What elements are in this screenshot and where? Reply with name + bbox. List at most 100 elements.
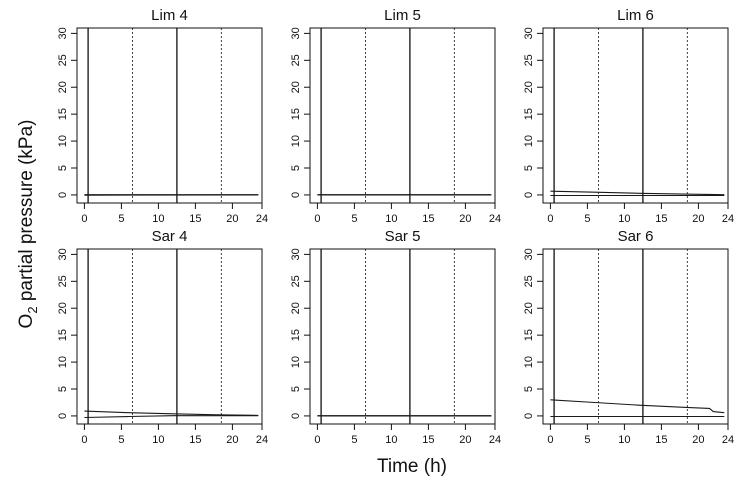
y-tick-label: 10 — [523, 135, 535, 147]
y-tick-label: 15 — [290, 329, 302, 341]
y-tick-label: 0 — [290, 192, 302, 198]
x-tick-label: 0 — [314, 434, 320, 446]
y-tick-label: 15 — [57, 329, 69, 341]
y-tick-label: 25 — [290, 54, 302, 66]
x-tick-label: 0 — [547, 434, 553, 446]
y-tick-label: 30 — [290, 248, 302, 260]
y-tick-label: 25 — [523, 275, 535, 287]
y-axis-title: O2 partial pressure (kPa) — [16, 120, 40, 329]
x-tick-label: 20 — [692, 213, 704, 225]
y-tick-label: 0 — [290, 413, 302, 419]
y-tick-label: 10 — [290, 356, 302, 368]
y-tick-label: 30 — [523, 248, 535, 260]
y-tick-label: 20 — [57, 302, 69, 314]
y-tick-label: 5 — [523, 165, 535, 171]
plot-frame — [77, 28, 262, 203]
y-tick-label: 5 — [290, 386, 302, 392]
x-tick-label: 15 — [422, 213, 434, 225]
y-tick-label: 30 — [523, 27, 535, 39]
x-tick-label: 24 — [489, 434, 501, 446]
x-tick-label: 24 — [489, 213, 501, 225]
x-tick-label: 10 — [385, 213, 397, 225]
x-tick-label: 5 — [118, 213, 124, 225]
plot-frame — [310, 28, 495, 203]
x-tick-label: 5 — [118, 434, 124, 446]
y-tick-label: 25 — [57, 275, 69, 287]
x-tick-label: 15 — [189, 213, 201, 225]
series-line-1 — [84, 411, 258, 415]
panel-title: Lim 6 — [617, 7, 654, 24]
y-axis-title-o: O — [16, 314, 37, 329]
panel-title: Lim 5 — [384, 7, 421, 24]
panel-title: Sar 5 — [385, 228, 421, 245]
x-tick-label: 20 — [459, 213, 471, 225]
y-axis-title-subscript: 2 — [25, 306, 40, 313]
x-tick-label: 10 — [152, 213, 164, 225]
y-tick-label: 0 — [523, 413, 535, 419]
y-tick-label: 30 — [57, 248, 69, 260]
x-tick-label: 10 — [152, 434, 164, 446]
x-tick-label: 20 — [692, 434, 704, 446]
y-tick-label: 15 — [57, 108, 69, 120]
y-tick-label: 5 — [57, 386, 69, 392]
y-tick-label: 5 — [523, 386, 535, 392]
x-tick-label: 15 — [655, 434, 667, 446]
y-tick-label: 20 — [290, 302, 302, 314]
plot-frame — [543, 28, 728, 203]
y-tick-label: 10 — [57, 135, 69, 147]
panel-title: Lim 4 — [151, 7, 188, 24]
y-tick-label: 25 — [290, 275, 302, 287]
series-line-2 — [84, 416, 258, 418]
y-tick-label: 5 — [57, 165, 69, 171]
y-tick-label: 20 — [523, 81, 535, 93]
y-tick-label: 10 — [523, 356, 535, 368]
x-tick-label: 24 — [722, 434, 734, 446]
x-tick-label: 0 — [81, 434, 87, 446]
x-tick-label: 5 — [351, 434, 357, 446]
panel-title: Sar 6 — [618, 228, 654, 245]
panel-1: Lim 4 0 5 10 15 20 25 30 0 5 10 15 20 24 — [57, 7, 268, 225]
panels: Lim 4 0 5 10 15 20 25 30 0 5 10 15 20 24 Lim 5 0 5 10 15 20… — [57, 7, 734, 446]
x-tick-label: 15 — [189, 434, 201, 446]
y-tick-label: 20 — [290, 81, 302, 93]
x-tick-label: 15 — [655, 213, 667, 225]
y-tick-label: 15 — [290, 108, 302, 120]
series-line-1 — [550, 400, 724, 413]
x-tick-label: 24 — [256, 434, 268, 446]
y-tick-label: 20 — [57, 81, 69, 93]
y-tick-label: 25 — [57, 54, 69, 66]
x-tick-label: 20 — [226, 213, 238, 225]
y-tick-label: 25 — [523, 54, 535, 66]
plot-frame — [77, 249, 262, 424]
x-tick-label: 5 — [584, 213, 590, 225]
x-tick-label: 0 — [547, 213, 553, 225]
y-tick-label: 10 — [290, 135, 302, 147]
panel-title: Sar 4 — [152, 228, 188, 245]
y-tick-label: 0 — [523, 192, 535, 198]
x-tick-label: 20 — [226, 434, 238, 446]
y-tick-label: 5 — [290, 165, 302, 171]
y-tick-label: 30 — [57, 27, 69, 39]
x-tick-label: 15 — [422, 434, 434, 446]
x-tick-label: 20 — [459, 434, 471, 446]
y-tick-label: 15 — [523, 108, 535, 120]
plot-frame — [310, 249, 495, 424]
x-tick-label: 0 — [81, 213, 87, 225]
y-tick-label: 20 — [523, 302, 535, 314]
x-tick-label: 5 — [584, 434, 590, 446]
series-line-1 — [550, 191, 724, 195]
y-tick-label: 0 — [57, 192, 69, 198]
x-tick-label: 0 — [314, 213, 320, 225]
y-tick-label: 15 — [523, 329, 535, 341]
y-tick-label: 30 — [290, 27, 302, 39]
x-tick-label: 24 — [256, 213, 268, 225]
x-tick-label: 10 — [385, 434, 397, 446]
panel-5: Sar 5 0 5 10 15 20 25 30 0 5 10 15 20 24 — [290, 228, 501, 446]
x-tick-label: 10 — [618, 213, 630, 225]
